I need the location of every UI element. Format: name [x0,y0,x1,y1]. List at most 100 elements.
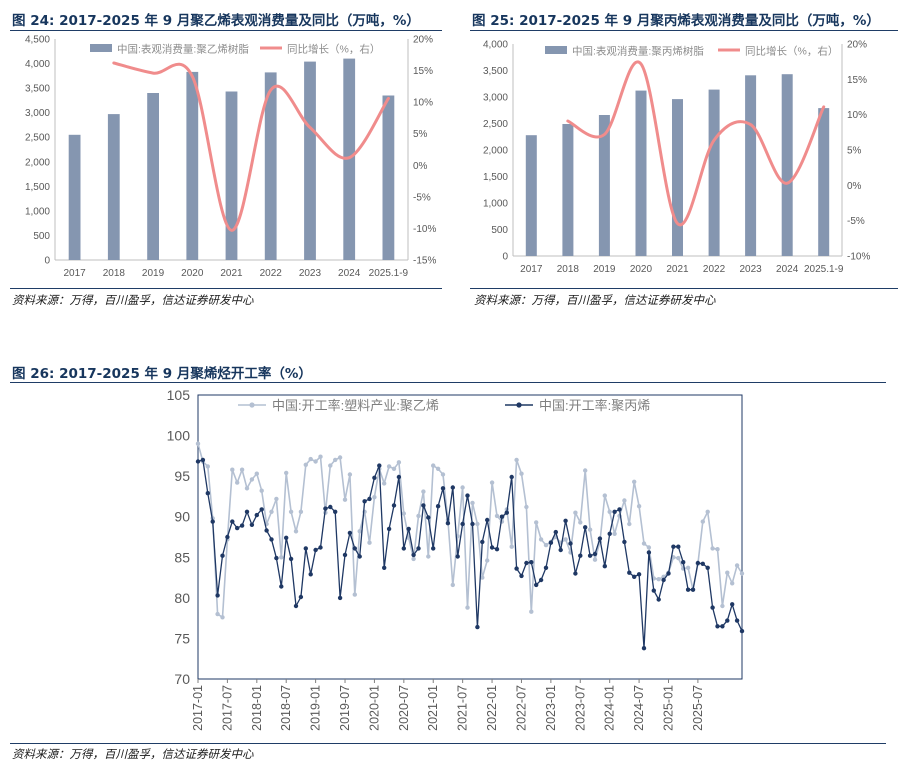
series-point [274,555,279,561]
series-point [543,565,549,570]
legend-marker [249,402,255,408]
series-point [269,509,274,514]
series-point [254,471,259,476]
series-point [587,553,593,558]
series-point [284,535,289,540]
x-tick-label: 2018-07 [279,685,293,731]
y-tick-label: 2,000 [25,157,50,168]
legend-label: 中国:表观消费量:聚乙烯树脂 [117,43,249,56]
bar [781,74,793,256]
y-tick-label: 1,500 [25,182,50,193]
series-point [592,557,598,562]
series-point [342,552,348,558]
series-point [205,464,210,469]
series-point [318,545,323,550]
series-point [406,526,411,532]
bar [264,72,277,261]
y2-tick-label: 20% [847,40,867,51]
series-point [485,517,490,523]
series-point [249,477,255,482]
series-point [259,488,264,493]
series-point [739,628,745,634]
y-tick-label: 90 [174,509,190,525]
series-point [274,496,279,502]
y-tick-label: 4,000 [25,59,50,70]
series-point [681,560,686,565]
series-point [641,541,647,546]
series-point [666,571,671,576]
series-point [720,603,725,609]
series-point [195,441,201,446]
bar [225,91,238,260]
legend-bar-swatch [545,46,567,54]
series-point [328,463,333,468]
series-point [235,480,240,485]
series-point [279,584,284,589]
series-point [308,572,313,577]
series-point [440,486,446,491]
x-tick-label: 2025-07 [691,685,705,731]
x-tick-label: 2022 [703,264,726,275]
series-point [465,605,470,610]
series-point [259,507,264,512]
x-tick-label: 2025.1-9 [369,268,409,279]
series-point [504,510,509,515]
series-point [656,577,661,582]
y-tick-label: 0 [44,256,50,267]
x-tick-label: 2019-07 [338,685,352,731]
x-tick-label: 2025-01 [661,685,675,731]
x-tick-label: 2019-01 [309,685,323,731]
bar [562,124,574,256]
series-point [641,646,647,651]
series-point [602,564,607,569]
series-point [352,592,357,597]
plot-frame [197,394,743,680]
series-point [382,481,387,486]
x-tick-label: 2021-01 [426,685,440,731]
series-point [661,577,666,583]
series-point [426,554,431,559]
series-point [239,523,245,528]
series-point [445,521,451,526]
series-point [563,537,568,542]
x-tick-label: 2018 [557,264,580,275]
bar [818,108,830,256]
series-point [386,464,392,469]
series-point [715,624,720,629]
y-tick-label: 70 [174,671,190,687]
series-point [622,498,627,503]
series-point [710,605,715,610]
series-point [254,512,259,518]
series-point [617,507,622,512]
series-point [303,462,308,467]
x-tick-label: 2022-01 [485,685,499,731]
y2-tick-label: -5% [413,192,431,203]
x-tick-label: 2019 [593,264,616,275]
series-point [347,530,353,536]
series-point [288,509,294,514]
series-point [700,561,705,566]
figure-title: 图 24: 2017-2025 年 9 月聚乙烯表观消费量及同比（万吨，%） [12,13,420,29]
series-point [602,493,607,498]
series-point [323,506,328,511]
series-point [671,544,676,549]
legend-label: 同比增长（%，右） [287,43,380,56]
series-point [583,525,588,530]
y2-tick-label: 10% [413,98,433,109]
series-point [450,582,455,588]
series-point [543,542,549,548]
series-point [607,531,612,536]
series-point [685,565,691,570]
series-point [215,611,220,617]
x-tick-label: 2025.1-9 [804,264,844,275]
bar [186,71,199,261]
yoy-line [566,60,826,227]
bar [107,114,120,260]
y2-tick-label: 0% [847,181,862,192]
series-point [401,511,406,516]
y-tick-label: 2,000 [483,146,508,157]
series-point [632,574,637,579]
x-tick-label: 2020 [630,264,653,275]
series-point [279,555,284,560]
series-point [318,454,323,459]
